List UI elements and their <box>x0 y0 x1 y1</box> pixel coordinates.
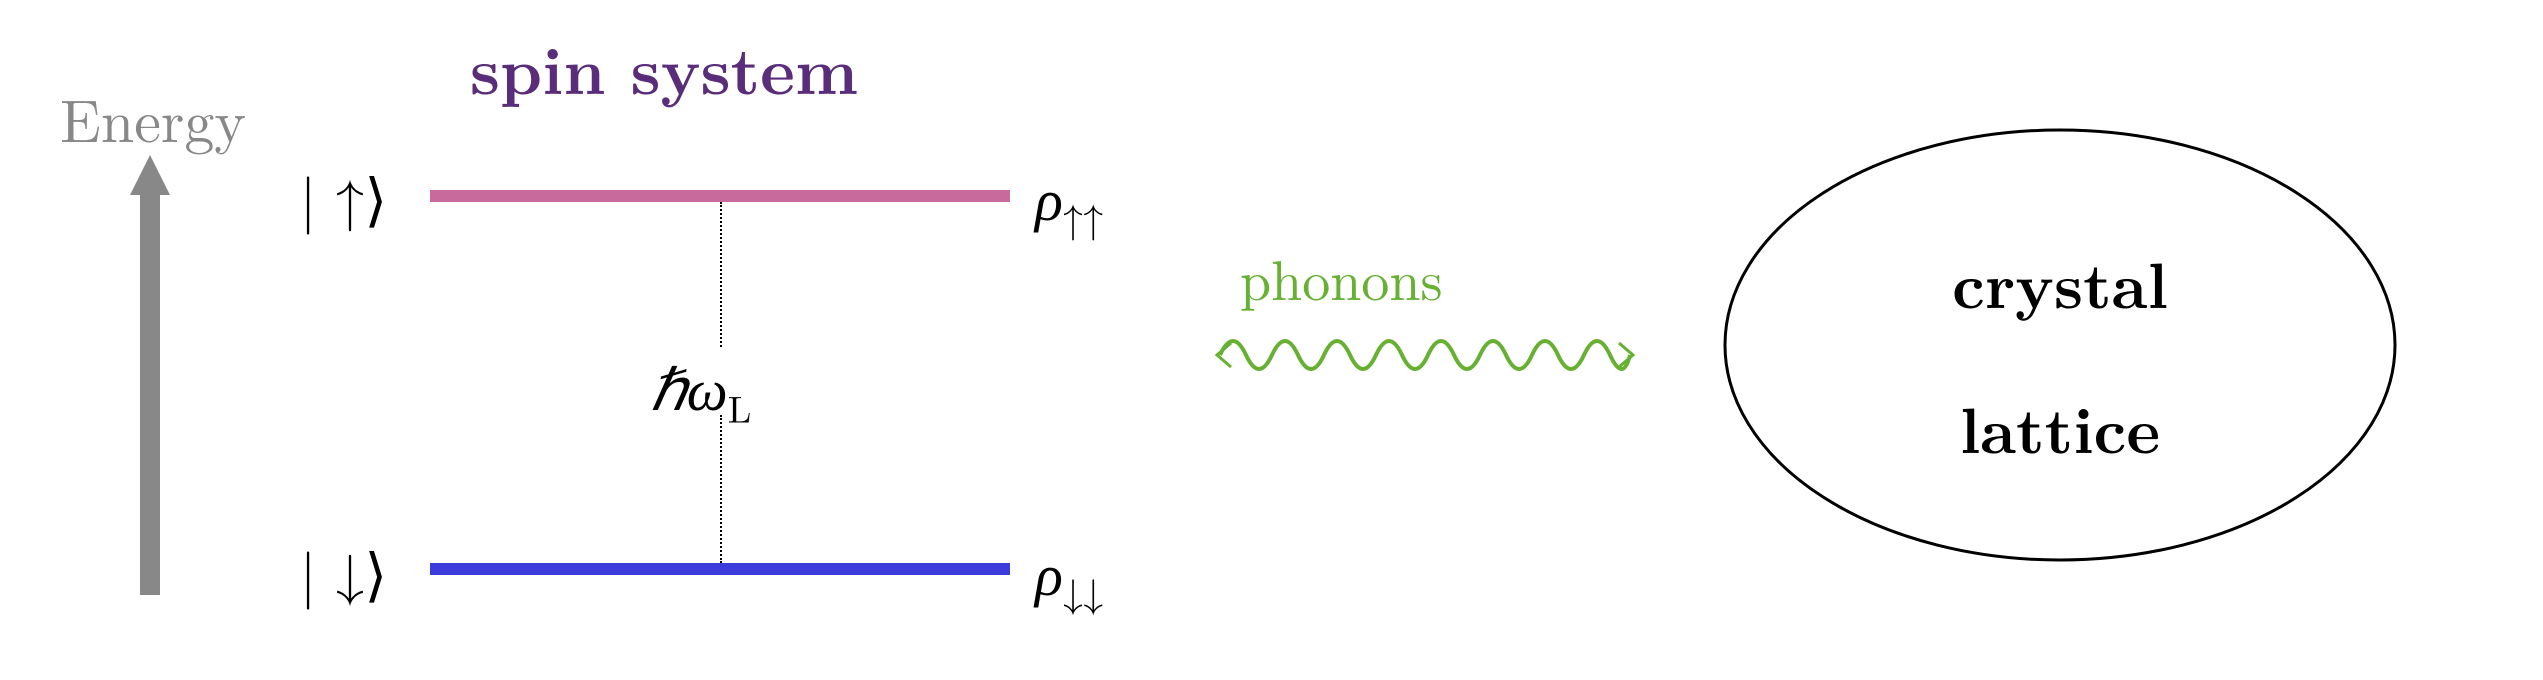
rho-down-symbol: ρ <box>1035 530 1063 612</box>
rho-down-label: ρ↓↓ <box>1035 530 1103 620</box>
omega-subscript: L <box>728 381 752 434</box>
ket-down-label: | ↓⟩ <box>300 530 387 612</box>
crystal-text: crystal <box>1720 235 2400 327</box>
hbar-omega-label: ℏωL <box>650 345 751 434</box>
dotted-line-lower <box>720 415 722 563</box>
hbar-omega-text: ℏω <box>650 345 728 427</box>
crystal-lattice-ellipse <box>1720 125 2400 565</box>
diagram-container: Energy spin system | ↑⟩ ρ↑↑ ℏωL | ↓⟩ ρ↓↓… <box>0 0 2543 680</box>
rho-down-subscript: ↓↓ <box>1063 562 1104 620</box>
phonons-label: phonons <box>1240 238 1443 317</box>
rho-up-symbol: ρ <box>1035 155 1063 237</box>
phonon-wavy-arrow <box>1195 315 1655 395</box>
energy-axis-label: Energy <box>60 75 246 160</box>
upper-energy-level <box>430 190 1010 202</box>
rho-up-label: ρ↑↑ <box>1035 155 1103 245</box>
crystal-lattice-container: crystal lattice <box>1720 125 2400 565</box>
lower-energy-level <box>430 563 1010 575</box>
dotted-line-upper <box>720 202 722 347</box>
ket-up-label: | ↑⟩ <box>300 155 387 237</box>
rho-up-subscript: ↑↑ <box>1063 187 1104 245</box>
lattice-text: lattice <box>1720 380 2400 472</box>
energy-axis-arrow <box>120 155 180 595</box>
spin-system-title: spin system <box>470 20 858 114</box>
